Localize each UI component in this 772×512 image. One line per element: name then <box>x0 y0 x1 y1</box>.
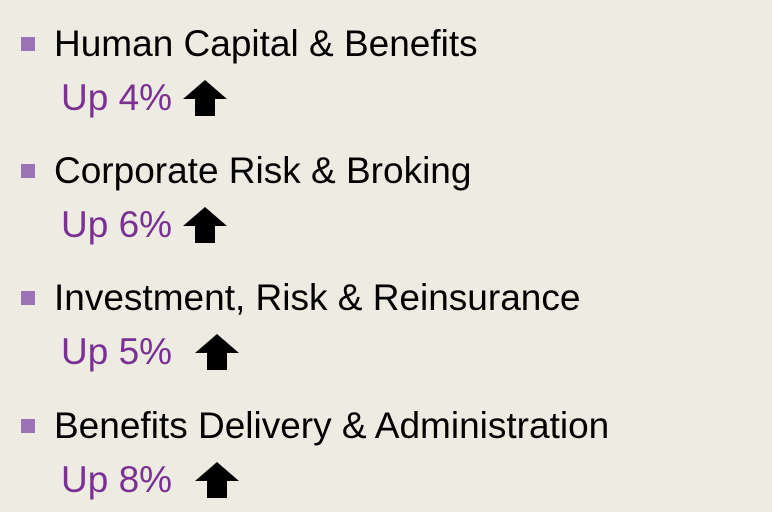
bullet <box>21 291 35 305</box>
up-arrow <box>183 80 228 116</box>
item-title: Investment, Risk & Reinsurance <box>54 277 581 318</box>
bullet <box>21 419 35 433</box>
change-text: Up 8% <box>61 459 173 500</box>
up-arrow <box>195 462 240 498</box>
item-title: Benefits Delivery & Administration <box>54 405 610 446</box>
arrow-shape <box>183 80 228 116</box>
change-line: Up 6% <box>61 199 228 251</box>
change-text: Up 6% <box>61 204 173 245</box>
change-text: Up 4% <box>61 77 173 118</box>
change-line: Up 5% <box>61 326 240 378</box>
item-title: Human Capital & Benefits <box>54 23 478 64</box>
change-line: Up 8% <box>61 454 240 506</box>
arrow-shape <box>183 207 228 243</box>
bullet <box>21 37 35 51</box>
up-arrow <box>183 207 228 243</box>
change-line: Up 4% <box>61 72 228 124</box>
arrow-shape <box>195 334 240 370</box>
change-text: Up 5% <box>61 331 173 372</box>
bullet <box>21 164 35 178</box>
up-arrow <box>195 334 240 370</box>
item-title: Corporate Risk & Broking <box>54 150 472 191</box>
arrow-shape <box>195 462 240 498</box>
